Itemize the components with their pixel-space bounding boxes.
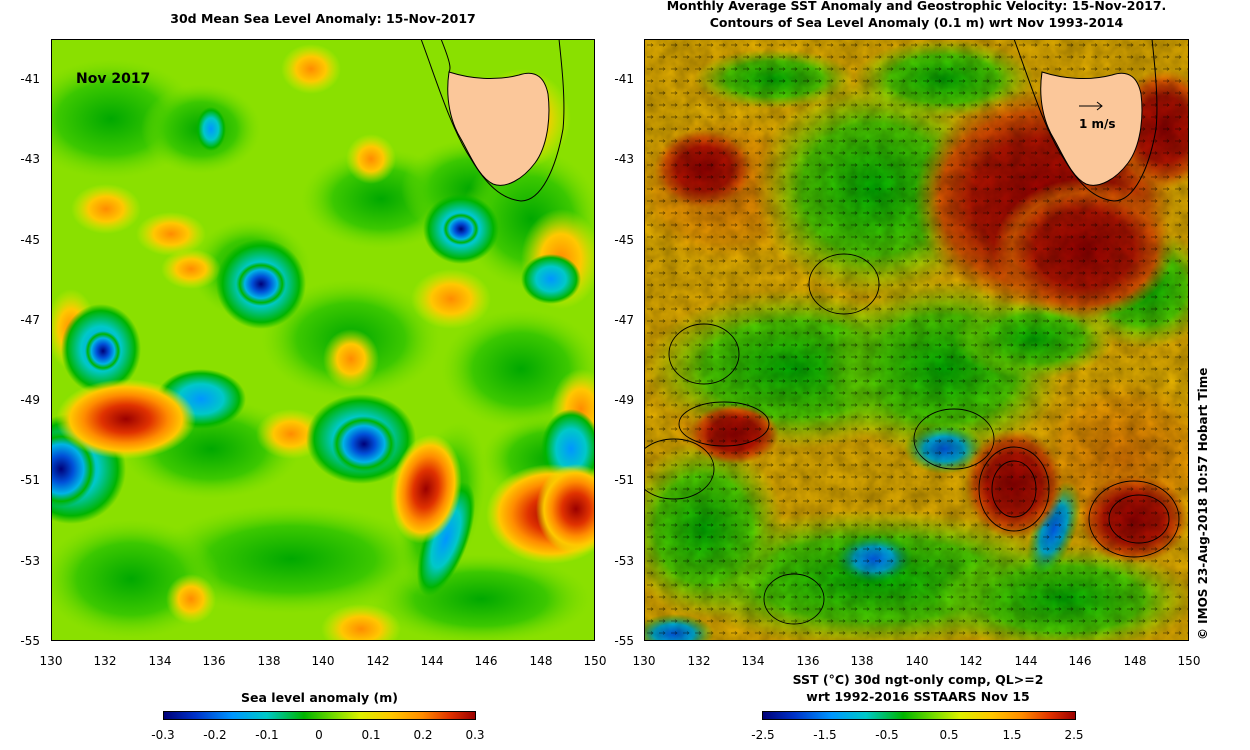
imos-credit: © IMOS 23-Aug-2018 10:57 Hobart Time: [1196, 367, 1210, 640]
colorbar-tick-label: 1.5: [1002, 728, 1022, 742]
x-tick-label: 130: [39, 654, 63, 668]
x-tick-label: 146: [474, 654, 498, 668]
y-tick-label: -53: [614, 554, 634, 568]
x-tick-label: 144: [1014, 654, 1038, 668]
sea-level-anomaly-map: Nov 2017: [51, 39, 595, 641]
sea-level-colorbar: [163, 711, 476, 720]
x-tick-label: 146: [1068, 654, 1092, 668]
x-tick-label: 134: [148, 654, 172, 668]
y-tick-label: -51: [614, 473, 634, 487]
right-map-title-line1: Monthly Average SST Anomaly and Geostrop…: [666, 0, 1167, 13]
right-map-title-line2: Contours of Sea Level Anomaly (0.1 m) wr…: [709, 15, 1124, 30]
right-colorbar-title-line2: wrt 1992-2016 SSTAARS Nov 15: [806, 689, 1030, 704]
velocity-scale-label: 1 m/s: [1079, 117, 1116, 131]
x-tick-label: 148: [1123, 654, 1147, 668]
velocity-scale-arrow: [1079, 101, 1103, 111]
colorbar-tick-label: 0.5: [939, 728, 959, 742]
x-tick-label: 134: [741, 654, 765, 668]
colorbar-tick-label: 0.1: [361, 728, 381, 742]
sst-anomaly-map: 1 m/s: [644, 39, 1189, 641]
colorbar-tick-label: -2.5: [751, 728, 775, 742]
colorbar-tick-label: -0.3: [151, 728, 175, 742]
colorbar-tick-label: -0.2: [203, 728, 227, 742]
colorbar-tick-label: -0.5: [875, 728, 899, 742]
y-tick-label: -55: [614, 634, 634, 648]
left-colorbar-title: Sea level anomaly (m): [241, 690, 398, 705]
y-tick-label: -43: [20, 152, 40, 166]
x-tick-label: 132: [93, 654, 117, 668]
x-tick-label: 142: [366, 654, 390, 668]
x-tick-label: 138: [257, 654, 281, 668]
month-label: Nov 2017: [76, 71, 151, 87]
x-tick-label: 150: [583, 654, 607, 668]
colorbar-tick-label: 0.2: [413, 728, 433, 742]
left-map-title: 30d Mean Sea Level Anomaly: 15-Nov-2017: [170, 11, 476, 26]
y-tick-label: -43: [614, 152, 634, 166]
y-tick-label: -49: [614, 393, 634, 407]
y-tick-label: -41: [20, 72, 40, 86]
x-tick-label: 136: [202, 654, 226, 668]
x-tick-label: 142: [959, 654, 983, 668]
x-tick-label: 148: [529, 654, 553, 668]
y-tick-label: -47: [20, 313, 40, 327]
colorbar-tick-label: 0: [315, 728, 323, 742]
y-tick-label: -49: [20, 393, 40, 407]
x-tick-label: 144: [420, 654, 444, 668]
x-tick-label: 136: [796, 654, 820, 668]
x-tick-label: 138: [850, 654, 874, 668]
right-colorbar-title-line1: SST (°C) 30d ngt-only comp, QL>=2: [792, 672, 1044, 687]
sst-colorbar: [762, 711, 1076, 720]
colorbar-tick-label: 0.3: [465, 728, 485, 742]
y-tick-label: -41: [614, 72, 634, 86]
x-tick-label: 150: [1177, 654, 1201, 668]
x-tick-label: 132: [687, 654, 711, 668]
y-tick-label: -47: [614, 313, 634, 327]
colorbar-tick-label: -0.1: [255, 728, 279, 742]
y-tick-label: -51: [20, 473, 40, 487]
x-tick-label: 140: [905, 654, 929, 668]
y-tick-label: -53: [20, 554, 40, 568]
colorbar-tick-label: 2.5: [1064, 728, 1084, 742]
y-tick-label: -45: [20, 233, 40, 247]
y-tick-label: -45: [614, 233, 634, 247]
x-tick-label: 130: [632, 654, 656, 668]
colorbar-tick-label: -1.5: [813, 728, 837, 742]
y-tick-label: -55: [20, 634, 40, 648]
x-tick-label: 140: [311, 654, 335, 668]
